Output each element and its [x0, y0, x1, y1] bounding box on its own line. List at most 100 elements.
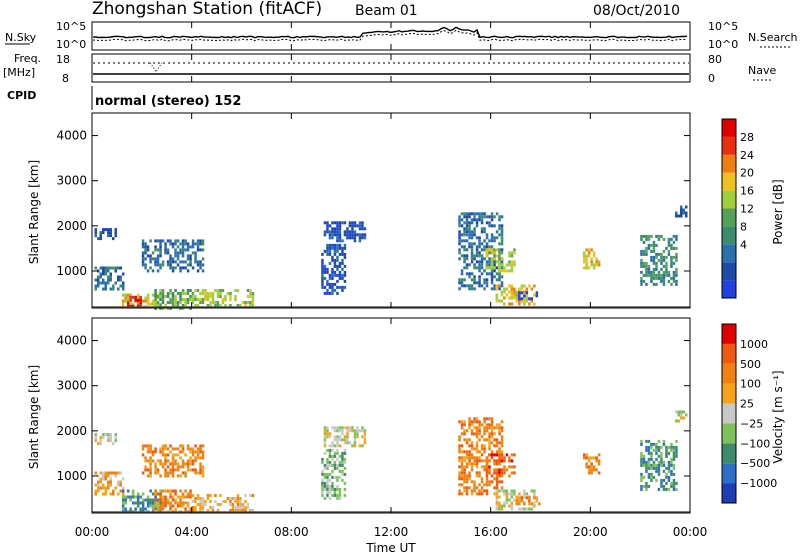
- data-cell: [196, 269, 200, 273]
- data-cell: [326, 487, 329, 491]
- data-cell: [473, 489, 476, 493]
- data-cell: [199, 503, 202, 506]
- data-cell: [196, 447, 200, 451]
- data-cell: [149, 489, 152, 493]
- data-cell: [660, 463, 663, 467]
- data-cell: [495, 474, 499, 478]
- data-cell: [343, 472, 347, 476]
- data-cell: [500, 248, 504, 252]
- data-cell: [323, 451, 327, 455]
- data-cell: [338, 444, 342, 448]
- data-cell: [338, 264, 342, 268]
- data-cell: [468, 284, 471, 288]
- data-cell: [336, 463, 339, 467]
- data-cell: [231, 509, 235, 512]
- data-cell: [121, 302, 125, 306]
- data-cell: [652, 466, 656, 470]
- data-cell: [478, 278, 481, 282]
- data-cell: [186, 459, 190, 463]
- data-cell: [333, 273, 337, 277]
- data-cell: [179, 292, 182, 295]
- data-cell: [478, 284, 481, 288]
- data-cell: [338, 285, 342, 289]
- data-cell: [465, 456, 469, 460]
- data-cell: [493, 254, 496, 258]
- data-cell: [216, 289, 220, 292]
- data-cell: [151, 269, 155, 273]
- data-cell: [166, 498, 170, 502]
- data-cell: [336, 239, 339, 243]
- data-cell: [356, 429, 359, 433]
- colorbar-segment: [722, 226, 736, 245]
- data-cell: [209, 301, 212, 304]
- data-cell: [166, 465, 170, 469]
- data-cell: [94, 234, 97, 238]
- data-cell: [336, 451, 339, 455]
- data-cell: [592, 263, 596, 267]
- data-cell: [660, 454, 663, 458]
- data-cell: [171, 459, 175, 463]
- data-cell: [151, 504, 155, 508]
- data-cell: [647, 448, 651, 452]
- data-cell: [463, 474, 466, 478]
- data-cell: [468, 450, 471, 454]
- data-cell: [640, 249, 643, 253]
- data-cell: [328, 444, 332, 448]
- data-cell: [114, 474, 117, 478]
- data-cell: [149, 498, 152, 502]
- data-cell: [251, 509, 255, 512]
- data-cell: [246, 289, 250, 292]
- data-cell: [107, 483, 110, 487]
- data-cell: [665, 264, 668, 268]
- data-cell: [338, 496, 342, 500]
- data-cell: [513, 287, 516, 291]
- data-cell: [333, 270, 337, 274]
- data-cell: [341, 267, 344, 271]
- data-cell: [331, 481, 334, 485]
- data-cell: [141, 492, 145, 496]
- data-cell: [520, 499, 524, 503]
- data-cell: [166, 292, 170, 295]
- data-cell: [488, 257, 491, 261]
- data-cell: [490, 224, 494, 228]
- data-cell: [672, 487, 676, 491]
- data-cell: [458, 447, 461, 451]
- data-cell: [647, 270, 651, 274]
- data-cell: [485, 474, 489, 478]
- data-cell: [191, 500, 195, 503]
- data-cell: [102, 266, 105, 270]
- data-cell: [665, 472, 668, 476]
- data-cell: [468, 438, 471, 442]
- data-cell: [493, 248, 496, 252]
- data-cell: [490, 420, 494, 424]
- data-cell: [500, 426, 504, 430]
- data-cell: [640, 454, 643, 458]
- data-cell: [331, 227, 334, 231]
- data-cell: [685, 205, 688, 209]
- data-cell: [488, 435, 491, 439]
- data-cell: [660, 484, 663, 488]
- data-cell: [495, 266, 499, 270]
- data-cell: [353, 236, 357, 240]
- data-cell: [209, 494, 212, 497]
- data-cell: [463, 212, 466, 216]
- data-cell: [196, 245, 200, 249]
- data-cell: [675, 451, 678, 455]
- data-cell: [353, 435, 357, 439]
- data-cell: [244, 500, 247, 503]
- data-cell: [196, 242, 200, 246]
- data-cell: [652, 442, 656, 446]
- data-cell: [657, 445, 661, 449]
- data-cell: [460, 468, 464, 472]
- data-cell: [146, 450, 150, 454]
- data-cell: [463, 266, 466, 270]
- data-cell: [465, 266, 469, 270]
- data-cell: [645, 249, 648, 253]
- data-cell: [97, 474, 100, 478]
- data-cell: [141, 251, 145, 255]
- data-cell: [523, 489, 526, 493]
- data-cell: [144, 465, 147, 469]
- data-cell: [490, 269, 494, 273]
- data-cell: [338, 252, 342, 256]
- data-cell: [166, 251, 170, 255]
